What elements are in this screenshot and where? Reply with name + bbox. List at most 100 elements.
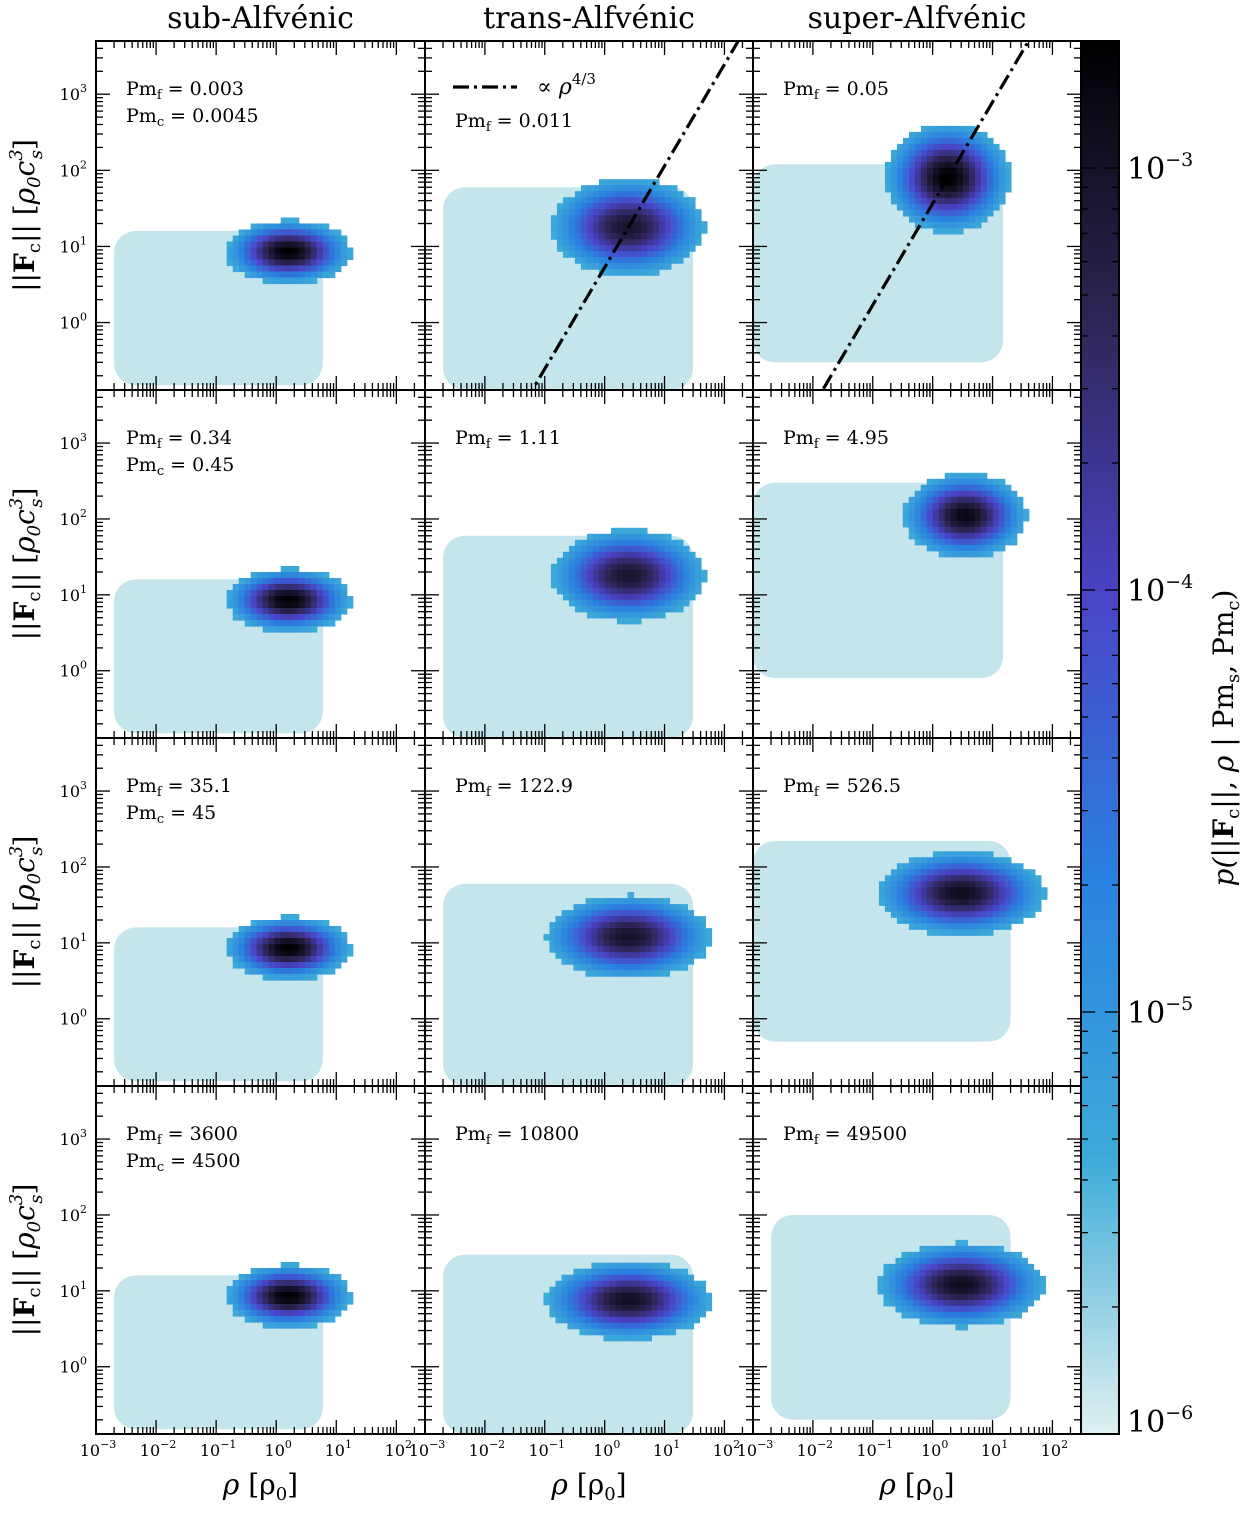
density-cell [268, 607, 276, 615]
density-cell [956, 173, 964, 181]
x-tick-label: 10−2 [469, 1438, 506, 1460]
density-cell [298, 253, 306, 261]
density-cell [914, 209, 922, 217]
density-cell [938, 887, 946, 894]
density-cell [244, 607, 252, 615]
density-cell [901, 1269, 909, 1277]
density-cell [597, 1310, 605, 1318]
density-cell [944, 905, 952, 912]
density-cell [304, 949, 312, 957]
density-cell [1027, 1287, 1035, 1295]
density-cell [328, 235, 336, 243]
density-cell [890, 161, 898, 169]
density-cell [232, 937, 240, 945]
density-cell [669, 928, 677, 935]
density-cell [682, 551, 690, 559]
density-cell [603, 1280, 611, 1288]
density-cell [889, 1263, 897, 1271]
density-cell [699, 1298, 707, 1306]
density-cell [555, 928, 563, 935]
density-cell [280, 247, 288, 255]
density-cell [901, 1275, 909, 1283]
density-cell [634, 227, 642, 234]
density-cell [1004, 490, 1012, 498]
density-cell [634, 575, 642, 583]
density-cell [944, 197, 952, 205]
density-cell [926, 209, 934, 217]
density-cell [334, 247, 342, 255]
density-cell [950, 155, 958, 163]
density-cell [603, 1310, 611, 1318]
density-cell [962, 526, 970, 534]
density-cell [604, 269, 612, 276]
density-cell [1009, 1251, 1017, 1259]
density-cell [646, 233, 654, 240]
density-cell [914, 161, 922, 169]
density-cell [316, 229, 324, 237]
density-cell [682, 581, 690, 589]
density-cell [591, 964, 599, 971]
density-cell [610, 587, 618, 595]
density-cell [226, 1297, 234, 1305]
density-cell [693, 916, 701, 923]
density-cell [603, 898, 611, 905]
density-cell [298, 619, 306, 627]
density-cell [639, 1292, 647, 1300]
density-cell [980, 143, 988, 151]
density-cell [573, 1316, 581, 1324]
density-cell [316, 1279, 324, 1287]
density-cell [232, 949, 240, 957]
density-cell [561, 1286, 569, 1294]
density-cell [286, 589, 294, 597]
density-cell [901, 1305, 909, 1313]
density-cell [998, 538, 1006, 546]
density-cell [932, 179, 940, 187]
density-cell [651, 922, 659, 929]
density-cell [676, 557, 684, 565]
density-cell [262, 949, 270, 957]
density-cell [962, 508, 970, 516]
density-cell [980, 209, 988, 217]
density-cell [681, 1292, 689, 1300]
density-cell [598, 545, 606, 553]
colorbar-tick-label: 10−5 [1127, 993, 1193, 1031]
density-cell [322, 967, 330, 975]
density-cell [664, 263, 672, 270]
density-cell [633, 1322, 641, 1330]
density-cell [304, 919, 312, 927]
density-cell [556, 209, 564, 216]
density-cell [573, 1292, 581, 1300]
density-cell [628, 533, 636, 541]
density-cell [597, 1280, 605, 1288]
density-cell [657, 1274, 665, 1282]
density-cell [974, 863, 982, 870]
density-cell [322, 949, 330, 957]
density-cell [902, 191, 910, 199]
density-cell [646, 587, 654, 595]
density-cell [926, 520, 934, 528]
density-cell [256, 943, 264, 951]
density-cell [968, 185, 976, 193]
density-cell [956, 911, 964, 918]
density-cell [256, 925, 264, 933]
density-cell [645, 946, 653, 953]
density-cell [298, 1267, 306, 1275]
density-cell [992, 881, 1000, 888]
density-cell [914, 857, 922, 864]
density-cell [932, 532, 940, 540]
density-cell [627, 1262, 635, 1270]
density-cell [574, 209, 582, 216]
density-cell [579, 1286, 587, 1294]
density-cell [328, 601, 336, 609]
density-cell [962, 911, 970, 918]
density-cell [670, 227, 678, 234]
density-cell [664, 197, 672, 204]
x-tick-label: 10−1 [200, 1438, 237, 1460]
density-cell [682, 245, 690, 252]
density-cell [597, 1262, 605, 1270]
density-cell [985, 1251, 993, 1259]
density-cell [967, 1251, 975, 1259]
density-cell [926, 149, 934, 157]
density-cell [968, 905, 976, 912]
